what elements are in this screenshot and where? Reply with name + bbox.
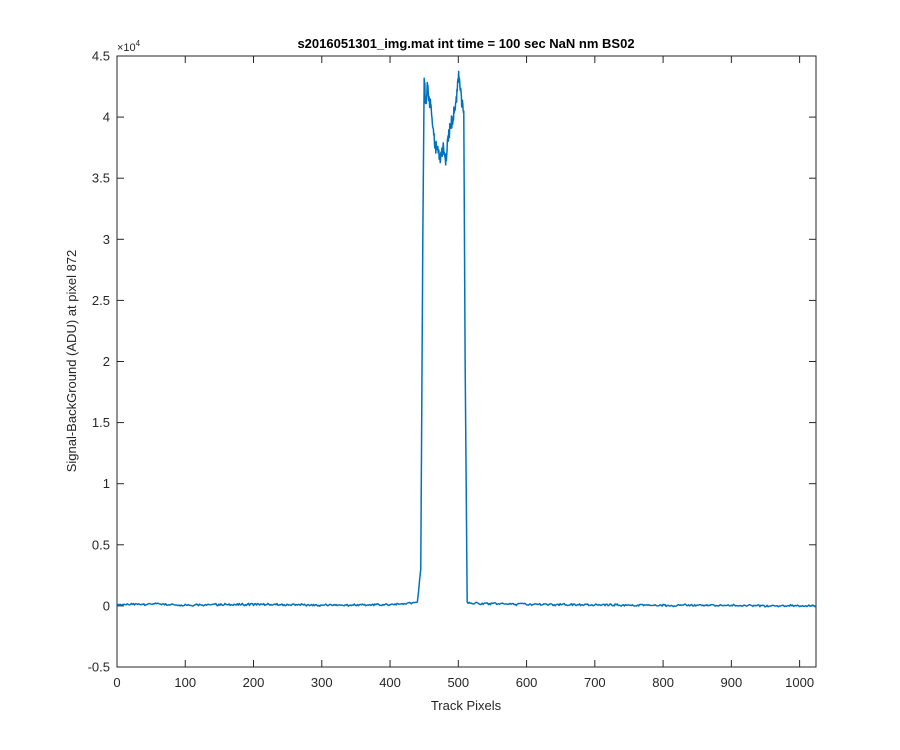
y-axis-ticks: -0.5 0 0.5 1 1.5 2 2.5 3 3.5 4 4.5 bbox=[88, 49, 816, 675]
y-tick-label: 1.5 bbox=[92, 415, 110, 430]
x-tick-label: 1000 bbox=[785, 675, 814, 690]
x-axis-label: Track Pixels bbox=[431, 698, 502, 713]
y-scale-factor: ×104 bbox=[117, 39, 141, 54]
y-tick-label: 3.5 bbox=[92, 171, 110, 186]
y-tick-label: 4.5 bbox=[92, 49, 110, 64]
y-tick-label: 0.5 bbox=[92, 537, 110, 552]
chart-title: s2016051301_img.mat int time = 100 sec N… bbox=[297, 36, 634, 51]
x-tick-label: 700 bbox=[584, 675, 606, 690]
y-scale-multiplier: ×10 bbox=[117, 42, 136, 54]
x-tick-label: 200 bbox=[243, 675, 265, 690]
x-tick-label: 400 bbox=[379, 675, 401, 690]
y-tick-label: 2 bbox=[103, 354, 110, 369]
y-tick-label: 4 bbox=[103, 110, 110, 125]
x-tick-label: 100 bbox=[174, 675, 196, 690]
y-scale-exponent: 4 bbox=[136, 39, 141, 48]
y-tick-label: 1 bbox=[103, 476, 110, 491]
y-tick-label: 0 bbox=[103, 598, 110, 613]
x-axis-ticks: 0 100 200 300 400 500 600 700 800 900 1000 bbox=[113, 56, 814, 690]
x-tick-label: 0 bbox=[113, 675, 120, 690]
x-tick-label: 500 bbox=[447, 675, 469, 690]
y-tick-label: 3 bbox=[103, 232, 110, 247]
y-axis-label: Signal-BackGround (ADU) at pixel 872 bbox=[64, 250, 79, 473]
y-tick-label: 2.5 bbox=[92, 293, 110, 308]
x-tick-label: 300 bbox=[311, 675, 333, 690]
x-tick-label: 600 bbox=[516, 675, 538, 690]
series-group bbox=[116, 70, 817, 608]
series-line bbox=[116, 70, 817, 608]
x-tick-label: 900 bbox=[721, 675, 743, 690]
y-tick-label: -0.5 bbox=[88, 660, 110, 675]
x-tick-label: 800 bbox=[652, 675, 674, 690]
